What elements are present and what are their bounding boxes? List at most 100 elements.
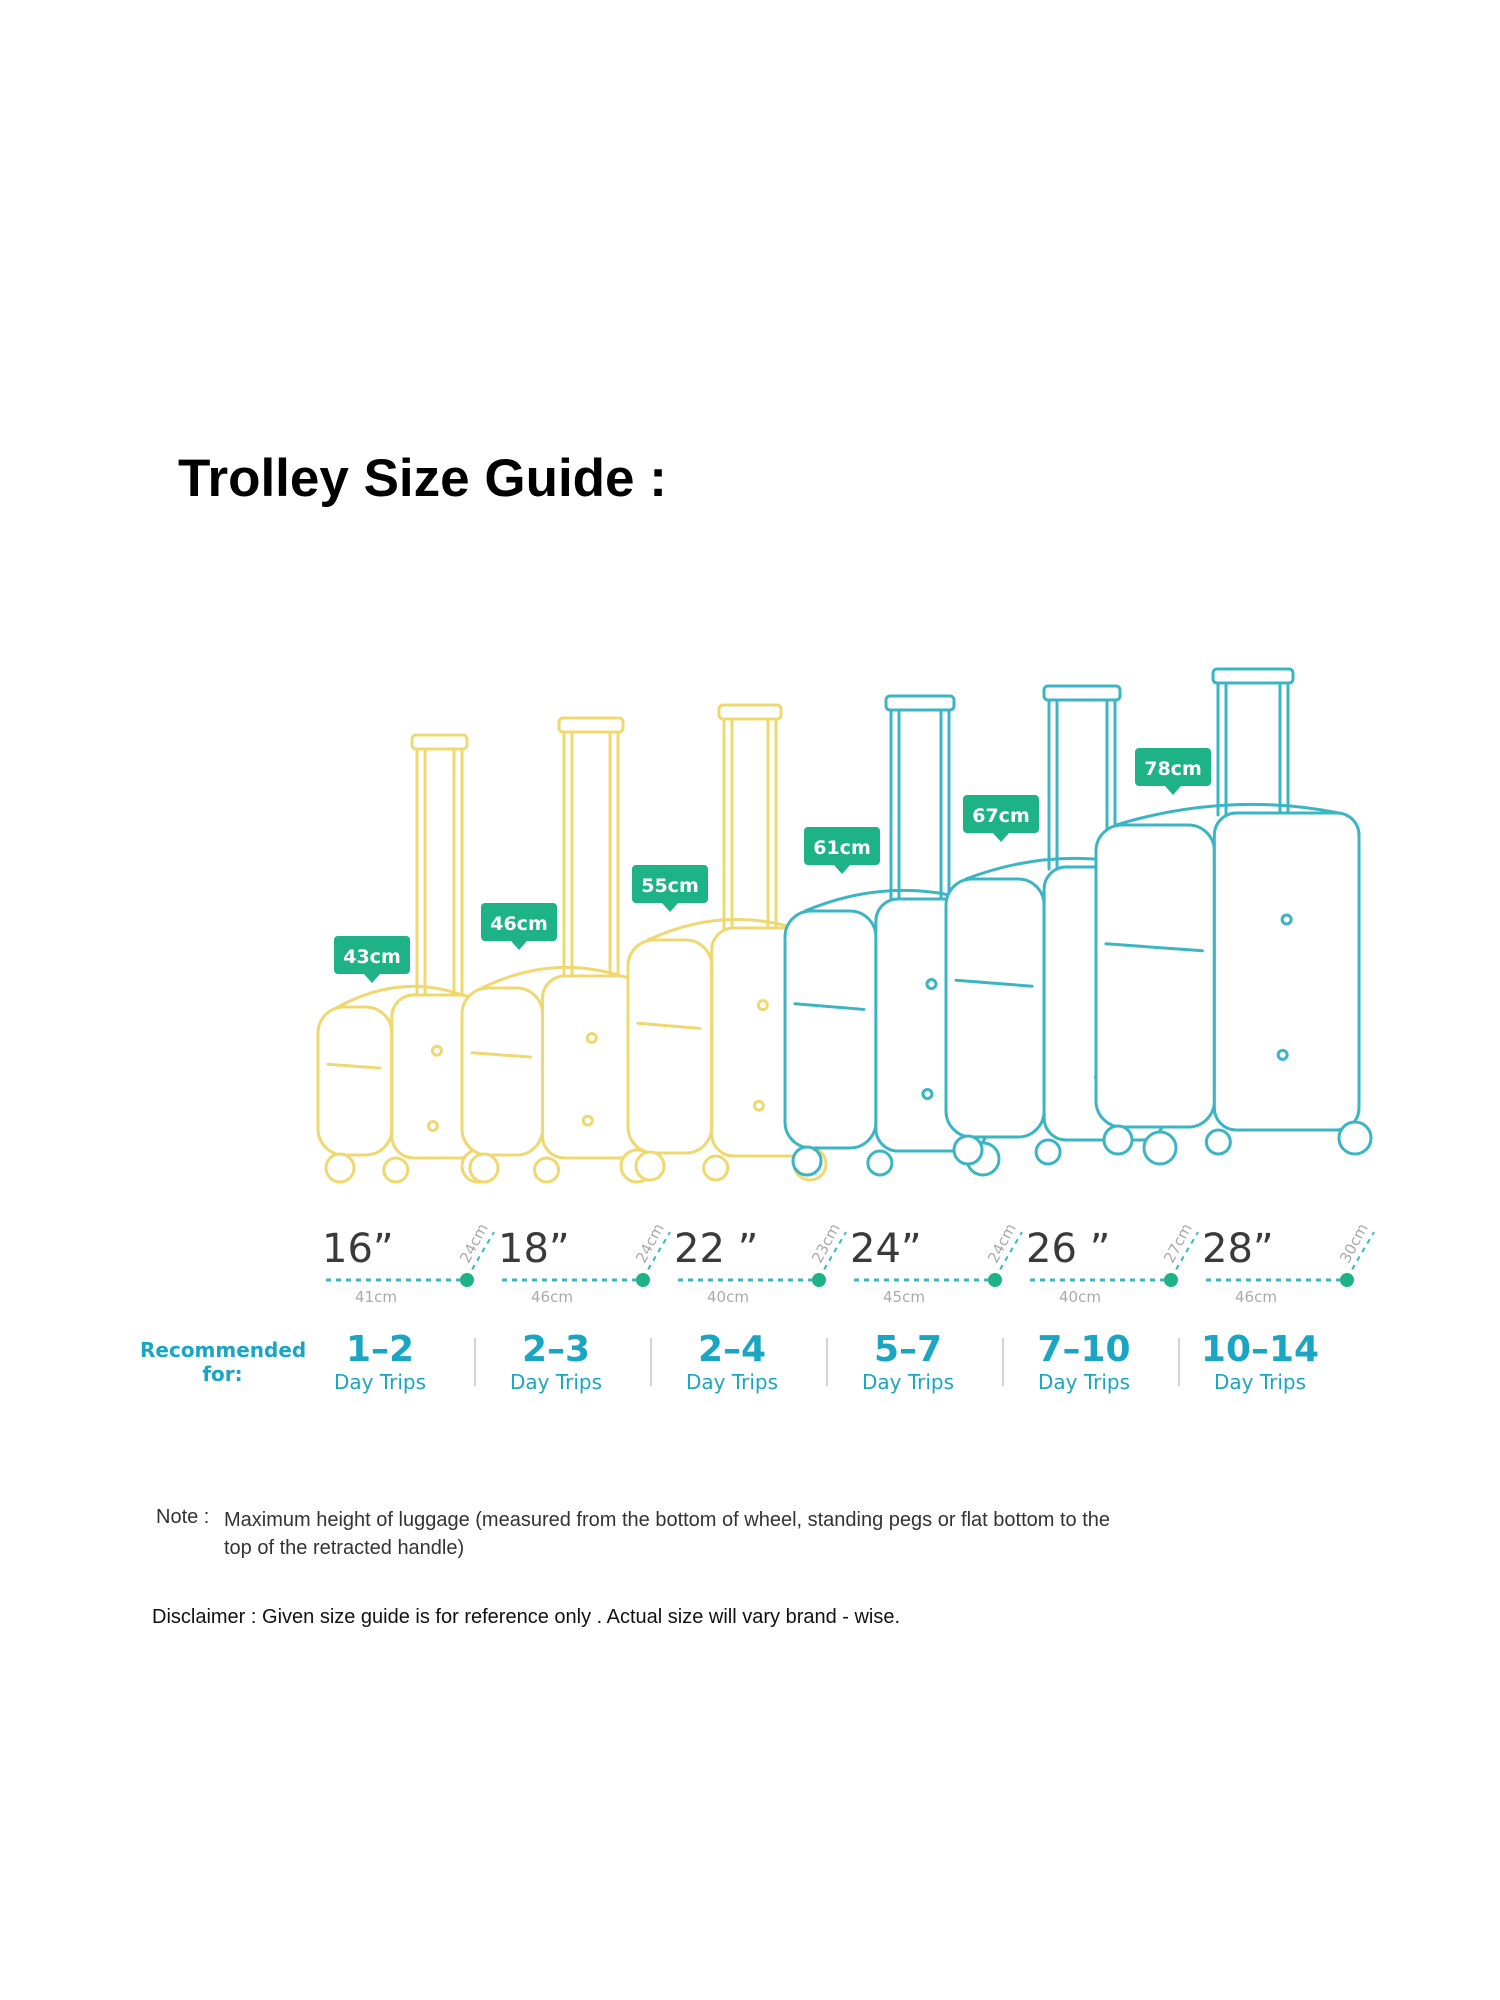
column-divider bbox=[474, 1338, 476, 1386]
height-badge bbox=[632, 865, 708, 903]
depth-measure-line bbox=[466, 1231, 495, 1279]
column-divider bbox=[1002, 1338, 1004, 1386]
suitcase-top bbox=[480, 965, 623, 990]
zipper-line bbox=[793, 1002, 866, 1011]
suitcase-side bbox=[783, 909, 878, 1150]
depth-measure-line bbox=[642, 1231, 671, 1279]
trip-recommendation: 2–3 Day Trips bbox=[486, 1329, 626, 1395]
wheel bbox=[468, 1152, 500, 1184]
height-label: 61cm bbox=[813, 837, 871, 859]
size-label: 24” bbox=[850, 1226, 922, 1272]
height-badge bbox=[1135, 748, 1211, 786]
size-label: 16” bbox=[322, 1226, 394, 1272]
measure-dot bbox=[812, 1273, 826, 1287]
rivet bbox=[921, 1088, 934, 1101]
height-badge-pointer bbox=[993, 833, 1009, 842]
handle-grip bbox=[557, 716, 625, 734]
rivet bbox=[756, 999, 769, 1012]
height-badge bbox=[804, 827, 880, 865]
rivet bbox=[426, 1119, 439, 1132]
handle-grip bbox=[884, 694, 956, 712]
size-label: 26 ” bbox=[1026, 1226, 1111, 1272]
depth-measure-line bbox=[1170, 1231, 1199, 1279]
suitcase-top bbox=[646, 917, 796, 942]
rivet bbox=[585, 1031, 598, 1044]
trip-unit: Day Trips bbox=[861, 1370, 955, 1394]
handle-grip bbox=[717, 703, 783, 721]
trip-range: 10–14 bbox=[1200, 1329, 1320, 1370]
wheel bbox=[952, 1134, 984, 1166]
suitcase-side bbox=[316, 1005, 394, 1157]
rivet bbox=[925, 978, 938, 991]
wheel bbox=[533, 1156, 561, 1184]
height-label: 43cm bbox=[343, 946, 401, 968]
trip-recommendation: 2–4 Day Trips bbox=[662, 1329, 802, 1395]
recommended-line-2: for: bbox=[202, 1362, 243, 1386]
height-label: 46cm bbox=[490, 913, 548, 935]
zipper-line bbox=[636, 1021, 702, 1030]
wheel bbox=[702, 1154, 730, 1182]
trip-range: 5–7 bbox=[873, 1329, 943, 1370]
size-label: 22 ” bbox=[674, 1226, 759, 1272]
suitcase-side bbox=[460, 986, 545, 1157]
suitcase-top bbox=[336, 984, 464, 1009]
handle-grip bbox=[1042, 684, 1122, 702]
wheel bbox=[382, 1156, 410, 1184]
wheel bbox=[324, 1152, 356, 1184]
wheel bbox=[866, 1149, 894, 1177]
rivet bbox=[1280, 913, 1293, 926]
height-badge bbox=[334, 936, 410, 974]
trip-range: 2–4 bbox=[697, 1329, 767, 1370]
suitcase-side bbox=[626, 938, 714, 1155]
depth-measure-line bbox=[994, 1231, 1023, 1279]
measure-dot bbox=[636, 1273, 650, 1287]
size-label: 28” bbox=[1202, 1226, 1274, 1272]
height-badge-pointer bbox=[511, 941, 527, 950]
height-badge-pointer bbox=[662, 903, 678, 912]
trip-range: 7–10 bbox=[1037, 1329, 1131, 1370]
width-label: 41cm bbox=[355, 1288, 397, 1306]
measure-dot bbox=[1340, 1273, 1354, 1287]
note-label: Note : bbox=[156, 1506, 210, 1528]
disclaimer: Disclaimer : Given size guide is for ref… bbox=[152, 1606, 901, 1628]
measure-dot bbox=[988, 1273, 1002, 1287]
suitcase-side bbox=[1094, 823, 1216, 1129]
rivet bbox=[1276, 1048, 1289, 1061]
column-divider bbox=[826, 1338, 828, 1386]
trip-range: 2–3 bbox=[521, 1329, 591, 1370]
height-badge-pointer bbox=[834, 865, 850, 874]
handle-grip bbox=[1211, 667, 1295, 685]
rivet bbox=[430, 1044, 443, 1057]
wheel bbox=[1204, 1128, 1232, 1156]
page-title: Trolley Size Guide : bbox=[178, 449, 667, 508]
wheel bbox=[634, 1150, 666, 1182]
width-label: 46cm bbox=[531, 1288, 573, 1306]
width-label: 46cm bbox=[1235, 1288, 1277, 1306]
measure-dot bbox=[460, 1273, 474, 1287]
trip-recommendation: 5–7 Day Trips bbox=[838, 1329, 978, 1395]
measure-dot bbox=[1164, 1273, 1178, 1287]
rivet bbox=[581, 1114, 594, 1127]
size-label: 18” bbox=[498, 1226, 570, 1272]
trip-unit: Day Trips bbox=[1037, 1370, 1131, 1394]
trip-unit: Day Trips bbox=[333, 1370, 427, 1394]
height-label: 78cm bbox=[1144, 758, 1202, 780]
wheel bbox=[1102, 1124, 1134, 1156]
trip-recommendation: 10–14 Day Trips bbox=[1190, 1329, 1330, 1395]
trip-recommendation: 7–10 Day Trips bbox=[1014, 1329, 1154, 1395]
height-badge bbox=[481, 903, 557, 941]
recommended-line-1: Recommended bbox=[140, 1338, 307, 1362]
suitcase-front bbox=[1212, 811, 1361, 1132]
height-badge bbox=[963, 795, 1039, 833]
depth-measure-line bbox=[1346, 1231, 1375, 1279]
wheel bbox=[1034, 1138, 1062, 1166]
recommended-label: Recommended for: bbox=[140, 1338, 307, 1386]
suitcase-front bbox=[541, 974, 643, 1160]
trip-unit: Day Trips bbox=[1213, 1370, 1307, 1394]
height-badge-pointer bbox=[1165, 786, 1181, 795]
trip-unit: Day Trips bbox=[509, 1370, 603, 1394]
suitcase-top bbox=[1114, 802, 1341, 827]
zipper-line bbox=[326, 1062, 382, 1070]
trip-unit: Day Trips bbox=[685, 1370, 779, 1394]
